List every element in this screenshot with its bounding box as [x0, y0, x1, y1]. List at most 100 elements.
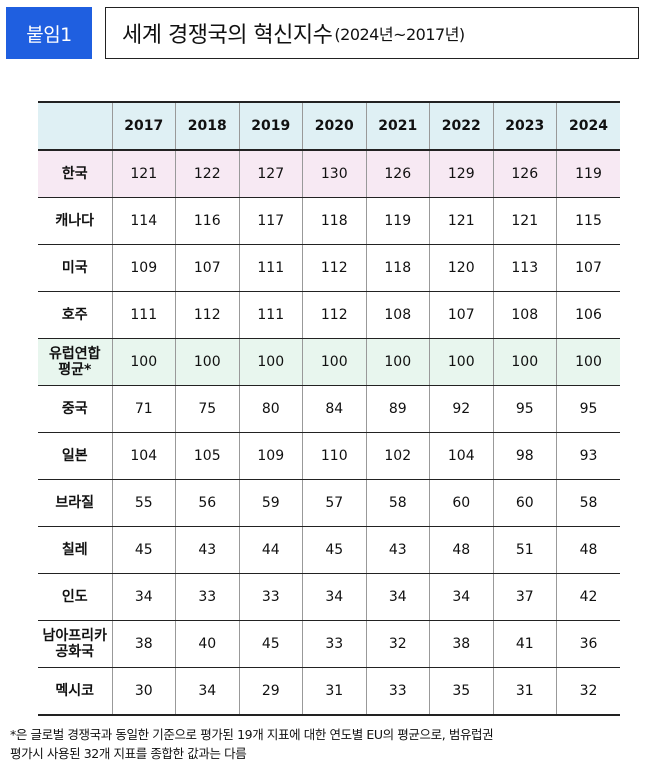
country-cell: 한국: [38, 150, 113, 198]
value-cell: 112: [175, 291, 240, 339]
value-cell: 119: [556, 150, 620, 198]
value-cell: 43: [175, 526, 240, 574]
value-cell: 102: [365, 432, 430, 480]
country-cell: 일본: [38, 432, 113, 480]
table-row: 인도 34 33 33 34 34 34 37 42: [38, 573, 620, 621]
value-cell: 31: [492, 667, 557, 716]
value-cell: 107: [429, 291, 494, 339]
footnote-line-1: *은 글로벌 경쟁국과 동일한 기준으로 평가된 19개 지표에 대한 연도별 …: [10, 727, 494, 742]
year-header: 2023: [492, 101, 557, 151]
value-cell: 43: [365, 526, 430, 574]
table-row: 호주 111 112 111 112 108 107 108 106: [38, 291, 620, 339]
value-cell: 107: [175, 244, 240, 292]
value-cell: 36: [556, 620, 620, 668]
year-header: 2018: [175, 101, 240, 151]
value-cell: 129: [429, 150, 494, 198]
value-cell: 111: [111, 291, 176, 339]
value-cell: 100: [111, 338, 176, 386]
value-cell: 95: [556, 385, 620, 433]
value-cell: 130: [302, 150, 367, 198]
year-header: 2017: [111, 101, 176, 151]
value-cell: 58: [556, 479, 620, 527]
country-cell: 브라질: [38, 479, 113, 527]
footnote: *은 글로벌 경쟁국과 동일한 기준으로 평가된 19개 지표에 대한 연도별 …: [10, 725, 656, 763]
value-cell: 38: [111, 620, 176, 668]
table-row: 한국 121 122 127 130 126 129 126 119: [38, 150, 620, 198]
value-cell: 92: [429, 385, 494, 433]
value-cell: 118: [365, 244, 430, 292]
country-cell: 유럽연합 평균*: [38, 338, 113, 386]
value-cell: 60: [429, 479, 494, 527]
value-cell: 32: [556, 667, 620, 716]
year-header: 2021: [365, 101, 430, 151]
value-cell: 37: [492, 573, 557, 621]
value-cell: 41: [492, 620, 557, 668]
value-cell: 38: [429, 620, 494, 668]
value-cell: 112: [302, 291, 367, 339]
page-subtitle: (2024년~2017년): [334, 25, 465, 44]
value-cell: 60: [492, 479, 557, 527]
value-cell: 122: [175, 150, 240, 198]
country-cell: 미국: [38, 244, 113, 292]
year-header: 2022: [429, 101, 494, 151]
value-cell: 117: [238, 197, 303, 245]
value-cell: 115: [556, 197, 620, 245]
value-cell: 80: [238, 385, 303, 433]
header-row: 2017 2018 2019 2020 2021 2022 2023 2024: [38, 101, 620, 151]
value-cell: 126: [492, 150, 557, 198]
value-cell: 33: [302, 620, 367, 668]
value-cell: 100: [238, 338, 303, 386]
value-cell: 112: [302, 244, 367, 292]
value-cell: 32: [365, 620, 430, 668]
table-row: 중국 71 75 80 84 89 92 95 95: [38, 385, 620, 433]
value-cell: 127: [238, 150, 303, 198]
value-cell: 42: [556, 573, 620, 621]
value-cell: 100: [302, 338, 367, 386]
value-cell: 59: [238, 479, 303, 527]
year-header: 2020: [302, 101, 367, 151]
value-cell: 45: [238, 620, 303, 668]
value-cell: 100: [556, 338, 620, 386]
value-cell: 34: [175, 667, 240, 716]
value-cell: 100: [492, 338, 557, 386]
table-row: 일본 104 105 109 110 102 104 98 93: [38, 432, 620, 480]
title-box: 세계 경쟁국의 혁신지수 (2024년~2017년): [105, 7, 639, 59]
value-cell: 33: [238, 573, 303, 621]
value-cell: 107: [556, 244, 620, 292]
value-cell: 109: [238, 432, 303, 480]
value-cell: 109: [111, 244, 176, 292]
value-cell: 56: [175, 479, 240, 527]
table-row: 멕시코 30 34 29 31 33 35 31 32: [38, 667, 620, 716]
value-cell: 104: [111, 432, 176, 480]
country-cell: 호주: [38, 291, 113, 339]
value-cell: 110: [302, 432, 367, 480]
value-cell: 119: [365, 197, 430, 245]
value-cell: 108: [365, 291, 430, 339]
table-row: 캐나다 114 116 117 118 119 121 121 115: [38, 197, 620, 245]
year-header: 2019: [238, 101, 303, 151]
table-row: 남아프리카 공화국 38 40 45 33 32 38 41 36: [38, 620, 620, 668]
value-cell: 34: [429, 573, 494, 621]
table-row: 브라질 55 56 59 57 58 60 60 58: [38, 479, 620, 527]
value-cell: 75: [175, 385, 240, 433]
value-cell: 30: [111, 667, 176, 716]
value-cell: 45: [302, 526, 367, 574]
value-cell: 48: [429, 526, 494, 574]
table-row: 미국 109 107 111 112 118 120 113 107: [38, 244, 620, 292]
value-cell: 100: [365, 338, 430, 386]
value-cell: 58: [365, 479, 430, 527]
value-cell: 95: [492, 385, 557, 433]
country-cell: 남아프리카 공화국: [38, 620, 113, 668]
value-cell: 51: [492, 526, 557, 574]
value-cell: 105: [175, 432, 240, 480]
value-cell: 33: [365, 667, 430, 716]
value-cell: 126: [365, 150, 430, 198]
table-body: 한국 121 122 127 130 126 129 126 119 캐나다 114 116 117 11…: [38, 150, 620, 716]
value-cell: 33: [175, 573, 240, 621]
value-cell: 31: [302, 667, 367, 716]
country-cell: 칠레: [38, 526, 113, 574]
year-header: 2024: [556, 101, 620, 151]
country-cell: 멕시코: [38, 667, 113, 716]
value-cell: 93: [556, 432, 620, 480]
value-cell: 100: [175, 338, 240, 386]
